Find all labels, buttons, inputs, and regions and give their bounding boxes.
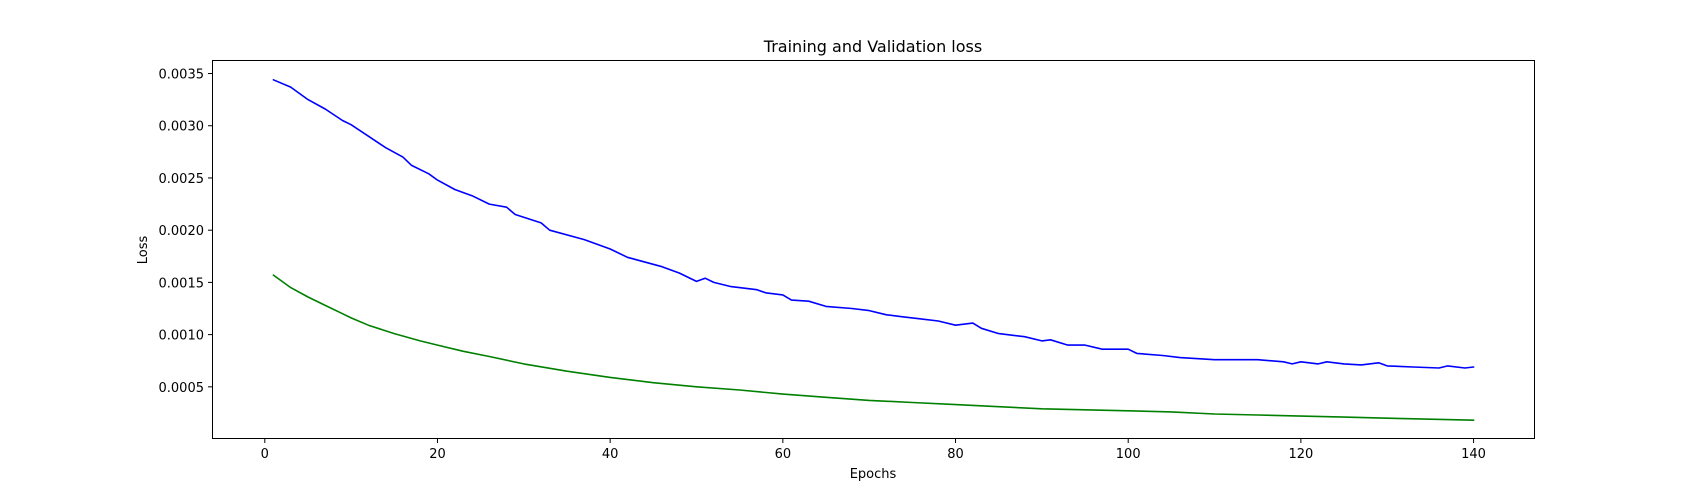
validation-loss-line [272, 274, 1475, 422]
series-layer [272, 79, 1475, 422]
y-tick-label: 0.0020 [159, 224, 205, 239]
training-loss-line [272, 79, 1475, 369]
x-tick-label: 120 [1288, 447, 1313, 462]
x-tick-label: 140 [1461, 447, 1486, 462]
y-axis-label: Loss [136, 236, 151, 265]
x-tick-label: 0 [261, 447, 269, 462]
x-tick-label: 100 [1116, 447, 1141, 462]
x-tick-label: 20 [429, 447, 446, 462]
y-tick-label: 0.0010 [159, 329, 205, 344]
y-axis-ticks: 0.0005 0.0010 0.0015 0.0020 0.0025 0.0030 0.00… [159, 68, 213, 396]
x-tick-label: 60 [775, 447, 792, 462]
y-tick-label: 0.0025 [159, 172, 205, 187]
plot-area-frame [212, 60, 1535, 439]
y-tick-label: 0.0035 [159, 68, 205, 83]
y-tick-label: 0.0015 [159, 276, 205, 291]
x-tick-label: 80 [947, 447, 964, 462]
y-tick-label: 0.0030 [159, 120, 205, 135]
x-tick-label: 40 [602, 447, 619, 462]
y-tick-label: 0.0005 [159, 381, 205, 396]
chart-title: Training and Validation loss [763, 37, 982, 56]
x-axis-ticks: 0 20 40 60 80 100 120 140 [261, 438, 1486, 462]
x-axis-label: Epochs [850, 467, 897, 482]
